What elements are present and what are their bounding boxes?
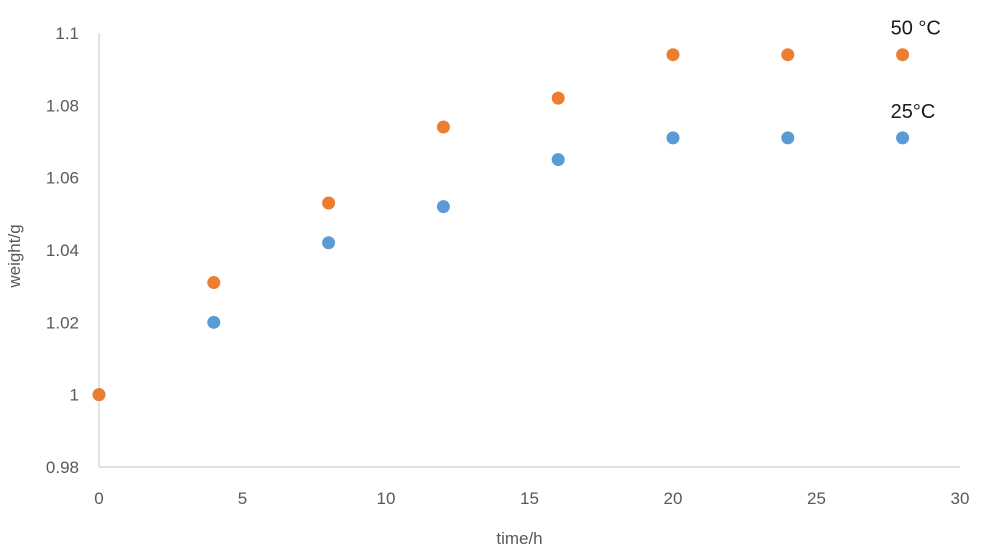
data-point: [781, 48, 795, 62]
x-tick-label: 10: [377, 489, 396, 508]
y-tick-labels: 0.98 1 1.02 1.04 1.06 1.08 1.1: [46, 24, 79, 477]
y-tick-label: 1: [70, 386, 79, 405]
data-point: [322, 196, 336, 210]
data-point: [436, 120, 450, 134]
data-point: [666, 48, 680, 62]
y-tick-label: 1.08: [46, 96, 79, 115]
y-tick-label: 1.1: [55, 24, 79, 43]
y-tick-label: 1.02: [46, 313, 79, 332]
y-axis-title: weight/g: [5, 224, 24, 288]
data-point: [207, 276, 221, 290]
x-tick-labels: 0 5 10 15 20 25 30: [94, 489, 969, 508]
x-tick-label: 20: [664, 489, 683, 508]
data-point: [551, 91, 565, 105]
axes: [98, 33, 960, 468]
data-point: [92, 388, 106, 402]
data-points: [92, 48, 910, 402]
data-point: [896, 131, 910, 145]
x-tick-label: 5: [238, 489, 247, 508]
data-point: [207, 315, 221, 329]
x-tick-label: 25: [807, 489, 826, 508]
data-point: [551, 153, 565, 167]
data-point: [666, 131, 680, 145]
data-point: [781, 131, 795, 145]
x-tick-label: 15: [520, 489, 539, 508]
series-label: 50 °C: [891, 18, 941, 40]
y-tick-label: 1.06: [46, 169, 79, 188]
y-tick-label: 1.04: [46, 241, 79, 260]
y-tick-label: 0.98: [46, 458, 79, 477]
series-labels: 25°C 50 °C: [891, 18, 941, 123]
x-tick-label: 30: [951, 489, 970, 508]
x-tick-label: 0: [94, 489, 103, 508]
data-point: [322, 236, 336, 250]
data-point: [436, 200, 450, 214]
x-axis-title: time/h: [496, 529, 542, 548]
series-label: 25°C: [891, 101, 936, 123]
data-point: [896, 48, 910, 62]
